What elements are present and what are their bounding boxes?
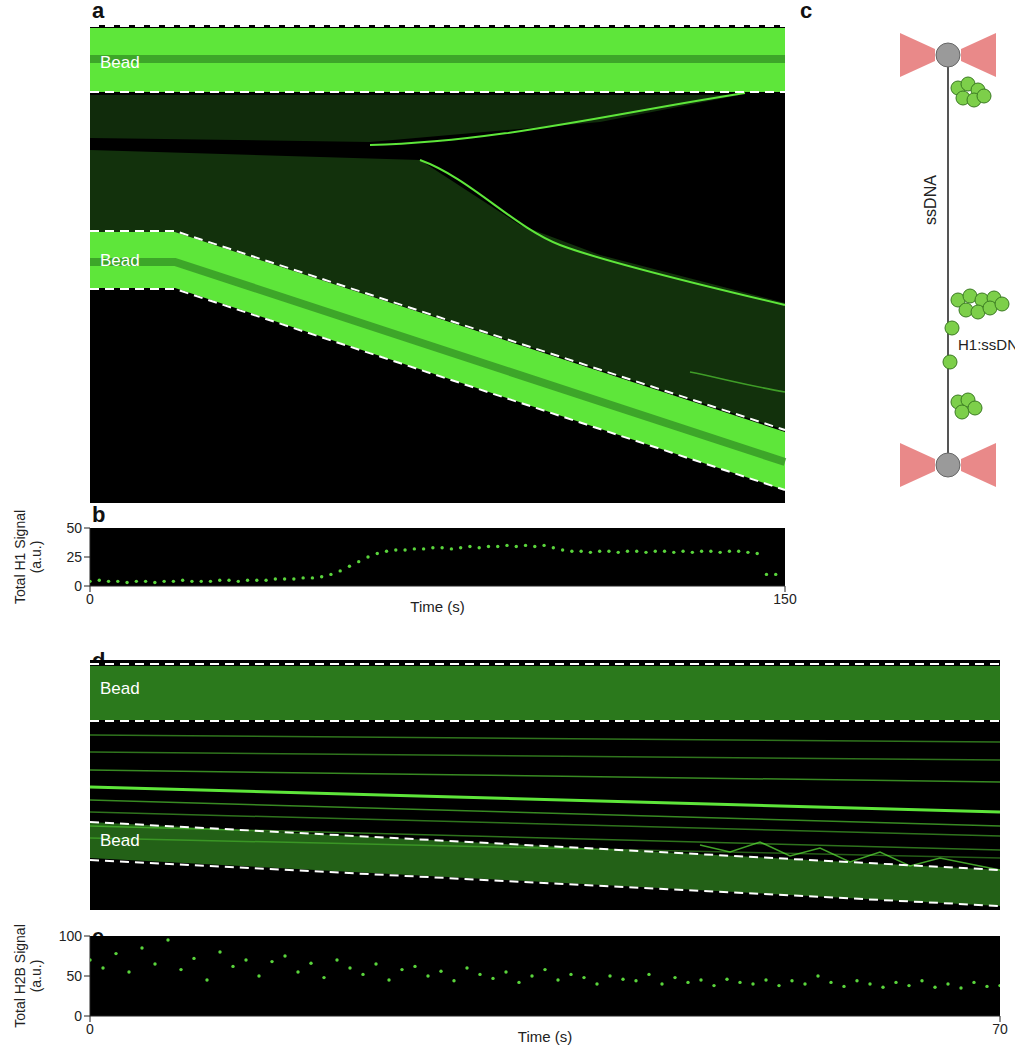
svg-text:50: 50 (66, 520, 82, 536)
svg-text:100: 100 (59, 928, 83, 944)
svg-text:0: 0 (74, 578, 82, 594)
svg-text:25: 25 (66, 549, 82, 565)
svg-text:b: b (92, 502, 105, 527)
svg-text:50: 50 (66, 968, 82, 984)
svg-text:(a.u.): (a.u.) (28, 541, 44, 574)
html-text:Time (s): Time (s) (410, 598, 465, 615)
svg-text:Total H2B Signal: Total H2B Signal (12, 924, 28, 1028)
svg-text:H1:ssDNA: H1:ssDNA (958, 336, 1007, 353)
svg-text:Bead: Bead (100, 251, 140, 270)
svg-text:Total H1 Signal: Total H1 Signal (12, 510, 28, 604)
svg-text:70: 70 (992, 1021, 1007, 1037)
svg-text:0: 0 (74, 1008, 82, 1024)
svg-text:(a.u.): (a.u.) (28, 960, 44, 993)
svg-text:c: c (800, 0, 812, 23)
svg-text:Bead: Bead (100, 679, 140, 698)
svg-text:0: 0 (86, 591, 94, 607)
svg-text:150: 150 (773, 591, 797, 607)
svg-text:Bead: Bead (100, 53, 140, 72)
html-text:Time (s): Time (s) (517, 1028, 573, 1045)
svg-text:ssDNA: ssDNA (922, 175, 939, 225)
svg-text:Bead: Bead (100, 831, 140, 850)
svg-text:0: 0 (86, 1021, 94, 1037)
svg-text:a: a (92, 0, 105, 23)
